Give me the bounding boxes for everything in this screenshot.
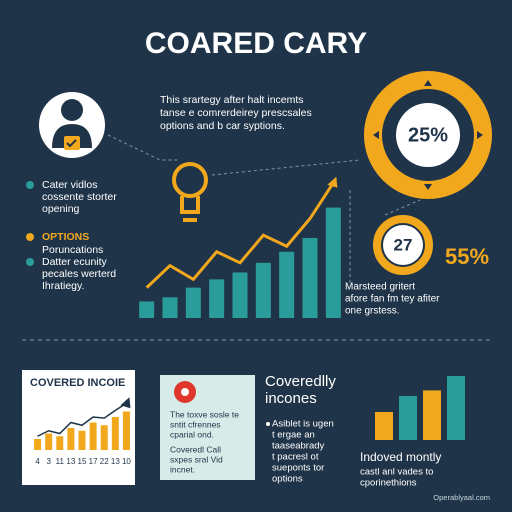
description-text: afore fan fm tey afiter xyxy=(345,294,440,305)
list-dot xyxy=(26,181,34,189)
x-tick-label: 3 xyxy=(46,457,51,466)
section-text: castl anl vades to xyxy=(360,467,433,478)
x-tick-label: 13 xyxy=(111,457,120,466)
bar xyxy=(56,436,64,450)
list-text: Datter ecunity xyxy=(42,256,108,268)
intro-text: This srartegy after halt incemts xyxy=(160,94,304,106)
trend-line xyxy=(37,402,127,437)
x-tick-label: 17 xyxy=(89,457,98,466)
person-icon xyxy=(39,92,105,158)
card-text: incnet. xyxy=(170,464,195,474)
bar xyxy=(34,439,42,450)
arrow-head xyxy=(327,176,338,188)
badge-value: 27 xyxy=(394,235,413,254)
list-heading: OPTIONS xyxy=(42,231,89,243)
x-tick-label: 15 xyxy=(78,457,87,466)
footer: Operablyaal.com xyxy=(433,493,490,502)
bar xyxy=(67,428,75,450)
badge-value: 25% xyxy=(408,124,448,146)
section-text: Asiblet is ugen xyxy=(272,419,334,430)
x-tick-label: 4 xyxy=(35,457,40,466)
bar xyxy=(399,396,417,440)
bar xyxy=(279,251,295,318)
description-text: one grstess. xyxy=(345,306,399,317)
bar xyxy=(139,301,155,318)
section-text: cporinethions xyxy=(360,478,417,489)
alert-icon-dot xyxy=(181,388,189,396)
trend-line xyxy=(145,181,335,289)
card-text: The toxve sosle te xyxy=(170,409,239,419)
ring-top xyxy=(364,71,492,199)
title: COARED CARY xyxy=(145,27,367,60)
card-text: cparial ond. xyxy=(170,429,214,439)
list-text: opening xyxy=(42,203,80,215)
bar xyxy=(185,287,201,318)
connectors xyxy=(107,134,421,285)
list-text: pecales werterd xyxy=(42,268,116,280)
bar xyxy=(111,417,119,450)
card-text: sxpes sral Vid xyxy=(170,454,223,464)
bar xyxy=(78,430,86,450)
section-heading: incones xyxy=(265,390,317,407)
bar xyxy=(375,412,393,440)
arrow-head xyxy=(120,397,131,409)
bulb-icon xyxy=(172,162,208,222)
bar xyxy=(122,411,130,450)
section-text: options xyxy=(272,474,303,485)
x-tick-label: 22 xyxy=(100,457,109,466)
section-heading: Coveredlly xyxy=(265,373,336,390)
card-title: COVERED INCOIE xyxy=(30,377,125,389)
list-dot xyxy=(26,258,34,266)
section-text: taaseabrady xyxy=(272,441,325,452)
bar xyxy=(89,422,97,450)
description-text: Marsteed gritert xyxy=(345,282,415,293)
list-text: Poruncations xyxy=(42,244,103,256)
bar xyxy=(232,272,248,318)
list-text: cossente storter xyxy=(42,191,117,203)
ring-middle xyxy=(373,215,433,275)
list-text: Cater vidlos xyxy=(42,179,97,191)
bar xyxy=(302,237,318,318)
bar xyxy=(162,297,178,318)
x-tick-label: 13 xyxy=(66,457,75,466)
bar xyxy=(325,207,341,318)
x-tick-label: 10 xyxy=(122,457,131,466)
intro-text: tanse e comrerdeirey prescsales xyxy=(160,107,312,119)
list-dot xyxy=(26,233,34,241)
bullet-dot xyxy=(266,422,270,426)
card-text: sntit cfrennes xyxy=(170,419,221,429)
list-text: Ihratiegy. xyxy=(42,280,84,292)
section-text: sueponts tor xyxy=(272,463,324,474)
section-text: t pacresl ot xyxy=(272,452,319,463)
section-text: t ergae an xyxy=(272,430,315,441)
card-text: Coveredl Call xyxy=(170,444,221,454)
bar xyxy=(255,262,271,318)
badge-big: 55% xyxy=(445,244,489,269)
section-heading: Indoved montly xyxy=(360,450,441,464)
bar xyxy=(45,433,53,450)
bar xyxy=(100,425,108,450)
x-tick-label: 11 xyxy=(56,457,65,466)
bar xyxy=(209,279,225,318)
bar xyxy=(423,390,441,440)
intro-text: options and b car syptions. xyxy=(160,120,285,132)
bar xyxy=(447,376,465,440)
